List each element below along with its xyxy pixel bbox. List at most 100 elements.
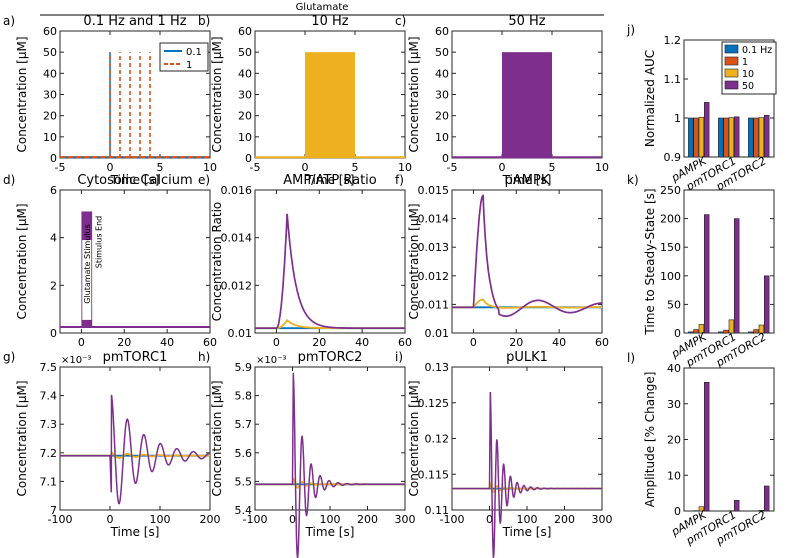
ytick-label: 40 — [435, 67, 449, 80]
ytick-label: 40 — [238, 67, 252, 80]
legend-swatch-0 — [724, 44, 739, 54]
bar-j-2-0 — [748, 117, 754, 158]
bar-j-1-0 — [718, 117, 724, 158]
xtick-label: 0 — [470, 336, 477, 349]
series-50hz — [60, 394, 210, 505]
stimulus-window — [82, 240, 92, 320]
ytick-label: 0.013 — [418, 241, 450, 254]
xtick-label: 200 — [357, 513, 378, 526]
panel-e: 0.01 0.012 0.014 0.016 0 20 40 60 Concentration … — [198, 173, 412, 349]
xtick-label: 0 — [107, 513, 114, 526]
xtick-label: 10 — [595, 161, 609, 174]
legend-label-0.1: 0.1 — [186, 47, 202, 58]
panel-title: 50 Hz — [508, 14, 545, 29]
xtick-label: 20 — [509, 336, 523, 349]
y-axis-label: Normalized AUC — [643, 50, 657, 147]
ytick-label: 20 — [667, 434, 681, 447]
panel-letter: d) — [3, 173, 15, 187]
bar-k-2-0 — [748, 331, 754, 334]
ytick-label: 1.1 — [664, 73, 682, 86]
panel-title: AMP/ATP Ratio — [283, 173, 377, 188]
ytick-label: 6 — [50, 184, 57, 197]
ytick-label: 10 — [435, 131, 449, 144]
panel-letter: c) — [395, 14, 406, 28]
ytick-label: 40 — [667, 362, 681, 375]
panel-f: 0.01 0.011 0.012 0.013 0.014 0.015 0 20 40 60 Conc… — [395, 173, 609, 349]
ytick-label: 5.8 — [235, 390, 253, 403]
xtick-label: 0 — [486, 513, 493, 526]
bar-j-1-1 — [723, 117, 729, 158]
y-axis-label: Concentration [μM] — [15, 203, 29, 319]
y-axis-label: Concentration [μM] — [210, 36, 224, 152]
xtick-label: -100 — [243, 513, 268, 526]
xtick-label: -5 — [55, 161, 66, 174]
ytick-label: 0.016 — [221, 184, 253, 197]
ytick-label: 5.4 — [235, 504, 253, 517]
ytick-label: 10 — [667, 469, 681, 482]
xtick-label: 300 — [592, 513, 613, 526]
legend-swatch-3 — [724, 80, 739, 90]
axis-exponent: ×10⁻³ — [256, 355, 286, 366]
panel-letter: a) — [3, 14, 15, 28]
legend-label-0: 0.1 Hz — [742, 45, 772, 56]
bar-k-1-0 — [718, 331, 724, 334]
ytick-label: 7.2 — [40, 447, 58, 460]
bar-l-0-3 — [703, 381, 710, 512]
xtick-label: 0 — [499, 161, 506, 174]
xtick-label: 60 — [398, 336, 412, 349]
ytick-label: 0.01 — [228, 327, 253, 340]
bar-j-2-2 — [758, 117, 765, 158]
ytick-label: 100 — [660, 270, 681, 283]
legend-label-1: 1 — [742, 57, 748, 68]
bar-j-0-3 — [703, 102, 710, 158]
axes-box-g — [59, 366, 211, 511]
panel-letter: g) — [3, 350, 15, 364]
series-stimulus-block — [305, 52, 355, 158]
bar-k-1-2 — [728, 319, 735, 334]
ytick-label: 0.11 — [425, 504, 450, 517]
panel-letter: e) — [198, 173, 210, 187]
xtick-label: 200 — [554, 513, 575, 526]
ytick-label: 1 — [674, 112, 681, 125]
xtick-label: 100 — [517, 513, 538, 526]
ytick-label: 30 — [238, 89, 252, 102]
y-axis-label: Time to Steady-State [s] — [643, 188, 657, 335]
series-50hz — [452, 391, 602, 558]
series-50hz — [255, 213, 405, 330]
ytick-label: 0 — [245, 152, 252, 165]
ytick-label: 5.9 — [235, 361, 253, 374]
ytick-label: 50 — [43, 46, 57, 59]
ytick-label: 0.014 — [418, 213, 450, 226]
legend-swatch-1 — [724, 56, 739, 66]
ytick-label: 60 — [43, 25, 57, 38]
xtick-label: 40 — [552, 336, 566, 349]
xtick-label: 40 — [160, 336, 174, 349]
x-axis-label: Time [s] — [305, 525, 355, 539]
bar-k-2-3 — [763, 275, 770, 334]
ytick-label: 7.4 — [40, 390, 58, 403]
bar-j-0-0 — [688, 117, 694, 158]
bar-j-0-1 — [693, 117, 699, 158]
ytick-label: 10 — [238, 131, 252, 144]
ytick-label: 4 — [50, 232, 57, 245]
ytick-label: 7 — [50, 504, 57, 517]
ytick-label: 5.5 — [235, 475, 253, 488]
legend-label-1: 1 — [186, 60, 192, 71]
series-stimulus-block — [502, 52, 552, 158]
xtick-label: 0 — [289, 513, 296, 526]
panel-letter: i) — [395, 350, 403, 364]
bar-k-1-3 — [733, 218, 740, 334]
ytick-label: 0.015 — [418, 184, 450, 197]
ytick-label: 0 — [674, 327, 681, 340]
axes-box-e — [254, 189, 406, 334]
xtick-label: 5 — [549, 161, 556, 174]
y-axis-label: Concentration [μM] — [407, 380, 421, 496]
ytick-label: 150 — [660, 241, 681, 254]
panel-letter: l) — [627, 351, 635, 365]
ytick-label: 2 — [50, 279, 57, 292]
